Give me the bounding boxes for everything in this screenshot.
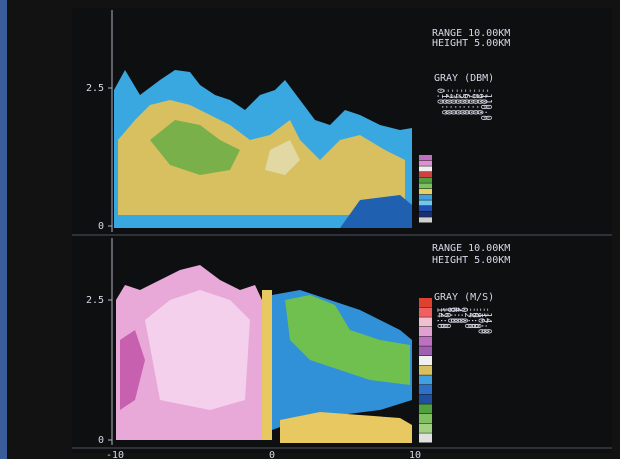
color-swatch: [419, 395, 432, 404]
color-swatch: [419, 424, 432, 433]
color-swatch: [419, 200, 432, 205]
color-swatch: [419, 327, 432, 336]
legend-title: GRAY (M/S): [434, 292, 494, 303]
color-swatch: [419, 212, 432, 217]
color-swatch: [419, 195, 432, 200]
radar-screen-photo: 2.50RANGE 10.00KMHEIGHT 5.00KMGRAY (DBM)…: [0, 0, 620, 459]
color-swatch: [419, 414, 432, 423]
y-label: 2.5: [86, 295, 104, 306]
color-swatch: [419, 337, 432, 346]
color-swatch: [419, 375, 432, 384]
color-swatch: [419, 189, 432, 194]
legend-label: -14.0: [483, 307, 493, 334]
photo-edge: [0, 0, 7, 459]
color-swatch: [419, 433, 432, 442]
color-swatch: [419, 385, 432, 394]
y-label: 0: [98, 221, 104, 232]
y-label: 2.5: [86, 83, 104, 94]
height-label: HEIGHT 5.00KM: [432, 255, 510, 266]
height-label: HEIGHT 5.00KM: [432, 38, 510, 49]
color-swatch: [419, 298, 432, 307]
color-swatch: [419, 404, 432, 413]
color-swatch: [419, 346, 432, 355]
color-swatch: [419, 155, 432, 160]
x-label: 0: [269, 450, 275, 459]
range-label: RANGE 10.00KM: [432, 243, 510, 254]
color-swatch: [419, 172, 432, 177]
color-swatch: [419, 183, 432, 188]
x-label: -10: [106, 450, 124, 459]
color-swatch: [419, 166, 432, 171]
legend-title: GRAY (DBM): [434, 73, 494, 84]
legend-label: -110.0: [483, 88, 493, 121]
color-swatch: [419, 356, 432, 365]
color-swatch: [419, 161, 432, 166]
color-swatch: [419, 178, 432, 183]
color-swatch: [419, 217, 432, 222]
color-swatch: [419, 317, 432, 326]
color-swatch: [419, 206, 432, 211]
color-swatch: [419, 366, 432, 375]
x-label: 10: [409, 450, 421, 459]
y-label: 0: [98, 435, 104, 446]
color-swatch: [419, 308, 432, 317]
